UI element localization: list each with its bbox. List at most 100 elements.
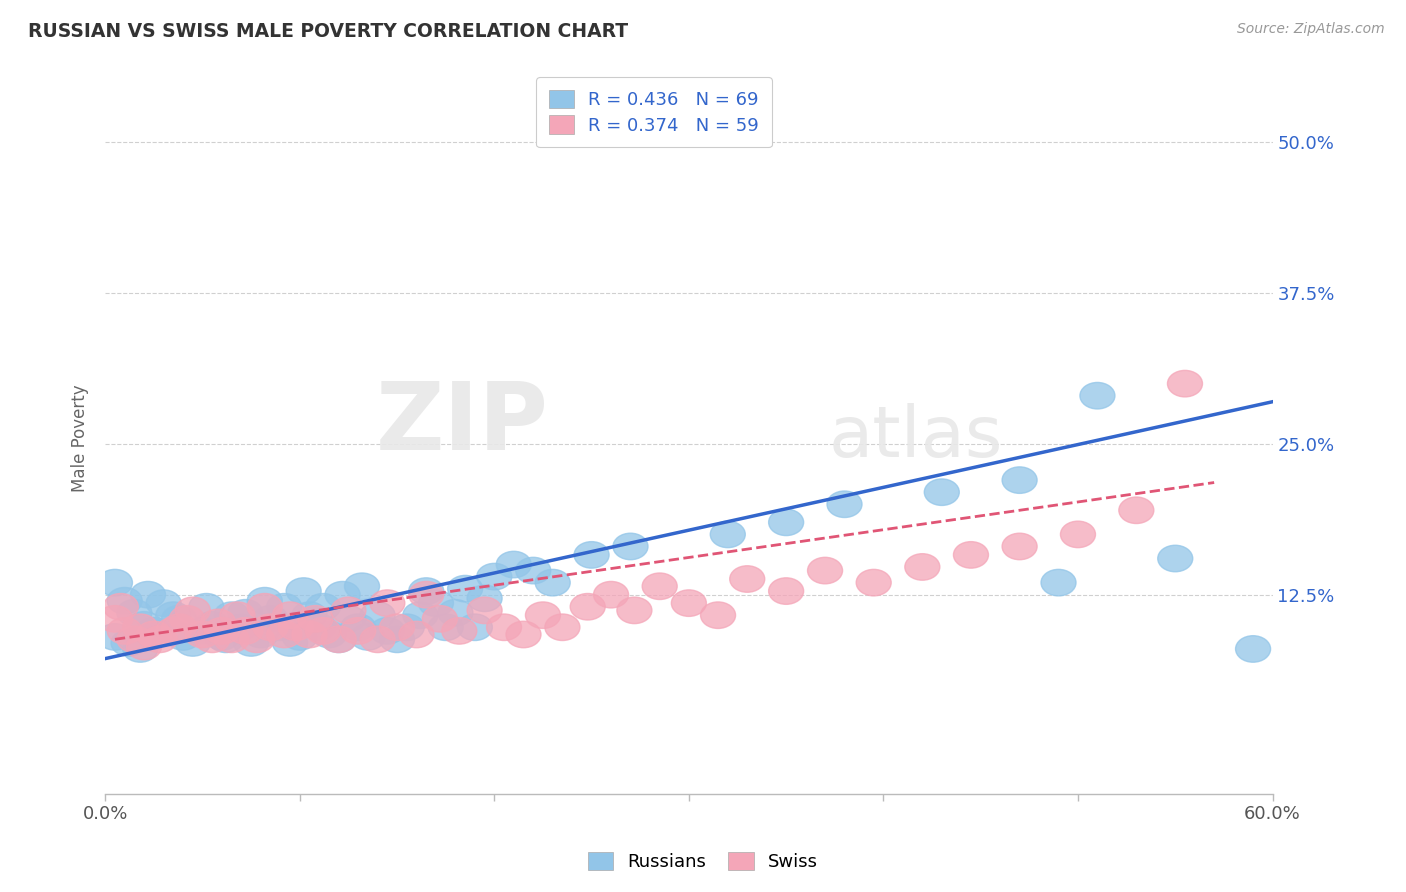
Ellipse shape <box>201 609 236 636</box>
Ellipse shape <box>827 491 862 517</box>
Ellipse shape <box>496 551 531 578</box>
Ellipse shape <box>617 597 652 624</box>
Ellipse shape <box>273 602 308 629</box>
Ellipse shape <box>247 588 283 614</box>
Ellipse shape <box>516 558 551 584</box>
Ellipse shape <box>409 578 444 605</box>
Ellipse shape <box>111 630 146 657</box>
Ellipse shape <box>1002 533 1038 559</box>
Ellipse shape <box>370 617 405 644</box>
Ellipse shape <box>730 566 765 592</box>
Ellipse shape <box>506 621 541 648</box>
Ellipse shape <box>643 573 678 599</box>
Ellipse shape <box>380 626 415 653</box>
Ellipse shape <box>97 624 132 650</box>
Ellipse shape <box>253 614 288 640</box>
Text: RUSSIAN VS SWISS MALE POVERTY CORRELATION CHART: RUSSIAN VS SWISS MALE POVERTY CORRELATIO… <box>28 22 628 41</box>
Ellipse shape <box>208 626 243 653</box>
Ellipse shape <box>239 626 274 653</box>
Ellipse shape <box>325 582 360 608</box>
Ellipse shape <box>593 582 628 608</box>
Ellipse shape <box>1167 370 1202 397</box>
Ellipse shape <box>340 614 375 640</box>
Ellipse shape <box>146 590 181 616</box>
Ellipse shape <box>404 602 437 629</box>
Ellipse shape <box>156 617 191 644</box>
Ellipse shape <box>1040 569 1076 596</box>
Ellipse shape <box>321 626 356 653</box>
Ellipse shape <box>536 569 571 596</box>
Ellipse shape <box>292 602 328 629</box>
Ellipse shape <box>905 554 939 580</box>
Ellipse shape <box>97 606 132 632</box>
Ellipse shape <box>380 614 415 640</box>
Ellipse shape <box>1002 467 1038 493</box>
Ellipse shape <box>467 585 502 612</box>
Ellipse shape <box>305 593 340 620</box>
Ellipse shape <box>574 541 609 568</box>
Ellipse shape <box>360 626 395 653</box>
Ellipse shape <box>302 614 336 640</box>
Ellipse shape <box>1236 636 1271 662</box>
Ellipse shape <box>457 614 492 640</box>
Ellipse shape <box>399 621 434 648</box>
Ellipse shape <box>321 626 356 653</box>
Ellipse shape <box>204 624 239 650</box>
Ellipse shape <box>228 599 263 626</box>
Ellipse shape <box>136 621 172 648</box>
Ellipse shape <box>389 614 425 640</box>
Ellipse shape <box>107 588 142 614</box>
Ellipse shape <box>287 578 321 605</box>
Ellipse shape <box>243 621 278 648</box>
Ellipse shape <box>429 614 463 640</box>
Ellipse shape <box>807 558 842 584</box>
Ellipse shape <box>298 606 333 632</box>
Ellipse shape <box>194 612 229 638</box>
Ellipse shape <box>156 602 191 629</box>
Ellipse shape <box>186 621 219 648</box>
Ellipse shape <box>214 626 249 653</box>
Ellipse shape <box>194 626 229 653</box>
Ellipse shape <box>188 593 224 620</box>
Ellipse shape <box>176 630 211 657</box>
Ellipse shape <box>437 599 472 626</box>
Ellipse shape <box>127 612 162 638</box>
Ellipse shape <box>1080 383 1115 409</box>
Ellipse shape <box>769 578 804 605</box>
Ellipse shape <box>953 541 988 568</box>
Ellipse shape <box>477 564 512 590</box>
Text: Source: ZipAtlas.com: Source: ZipAtlas.com <box>1237 22 1385 37</box>
Ellipse shape <box>486 614 522 640</box>
Ellipse shape <box>228 617 263 644</box>
Ellipse shape <box>224 614 259 640</box>
Ellipse shape <box>370 590 405 616</box>
Ellipse shape <box>186 617 219 644</box>
Ellipse shape <box>350 624 385 650</box>
Ellipse shape <box>162 606 197 632</box>
Ellipse shape <box>1119 497 1154 524</box>
Ellipse shape <box>122 636 157 662</box>
Ellipse shape <box>267 621 302 648</box>
Ellipse shape <box>571 593 605 620</box>
Ellipse shape <box>247 593 283 620</box>
Ellipse shape <box>292 621 328 648</box>
Ellipse shape <box>117 626 152 653</box>
Ellipse shape <box>1060 521 1095 548</box>
Ellipse shape <box>312 621 346 648</box>
Ellipse shape <box>419 590 454 616</box>
Ellipse shape <box>710 521 745 548</box>
Ellipse shape <box>253 606 288 632</box>
Ellipse shape <box>1157 545 1192 572</box>
Ellipse shape <box>340 617 375 644</box>
Ellipse shape <box>283 624 318 650</box>
Ellipse shape <box>127 633 162 660</box>
Ellipse shape <box>546 614 579 640</box>
Text: atlas: atlas <box>830 403 1004 473</box>
Ellipse shape <box>671 590 706 616</box>
Text: ZIP: ZIP <box>375 377 548 470</box>
Ellipse shape <box>526 602 561 629</box>
Legend: R = 0.436   N = 69, R = 0.374   N = 59: R = 0.436 N = 69, R = 0.374 N = 59 <box>536 77 772 147</box>
Ellipse shape <box>267 593 302 620</box>
Ellipse shape <box>136 617 172 644</box>
Ellipse shape <box>769 509 804 535</box>
